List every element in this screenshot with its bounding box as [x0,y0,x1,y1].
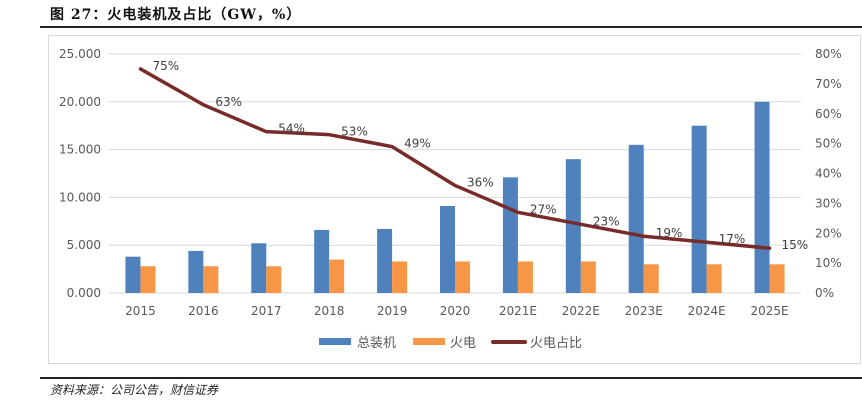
bar-total [251,243,267,293]
legend-swatch-thermal [413,338,445,345]
bar-thermal [392,261,408,293]
right-tick-label: 40% [815,167,842,181]
share-data-label: 15% [782,238,809,252]
figure-title: 图 27：火电装机及占比（GW，%） [50,7,302,23]
right-tick-label: 60% [815,107,842,121]
left-tick-label: 25.000 [59,47,101,61]
right-tick-label: 0% [815,286,834,300]
bar-thermal [517,261,533,293]
right-tick-label: 30% [815,196,842,210]
legend-swatch-total [319,338,351,345]
bar-thermal [455,261,470,293]
right-axis-ticks: 0% 10% 20% 30% 40% 50% 60% 70% 80% [815,47,842,300]
x-tick-label: 2025E [750,304,788,318]
legend-label-share: 火电占比 [530,336,582,351]
right-tick-label: 50% [815,137,842,151]
share-data-label: 63% [215,95,242,109]
x-tick-label: 2016 [188,304,219,318]
left-axis-ticks: 0.000 5.000 10.000 15.000 20.000 25.000 [59,47,101,300]
bar-thermal [203,266,219,293]
x-tick-label: 2024E [688,304,726,318]
bar-total [502,177,518,293]
bar-thermal [643,264,659,293]
share-data-label: 75% [152,59,179,73]
top-rule [40,26,862,28]
chart-frame: 0.000 5.000 10.000 15.000 20.000 25.000 0% 10%… [48,35,861,364]
right-tick-label: 70% [815,77,842,91]
legend: 总装机 火电 火电占比 [319,336,582,351]
bar-total [754,101,770,293]
left-tick-label: 15.000 [59,143,101,157]
x-tick-label: 2023E [625,304,663,318]
x-axis-labels: 2015 2016 2017 2018 2019 2020 2021E 2022E 2023E 2… [125,304,788,318]
combo-chart: 0.000 5.000 10.000 15.000 20.000 25.000 0% 10%… [59,47,842,351]
x-tick-label: 2017 [251,304,282,318]
bar-thermal [266,266,282,293]
bar-thermal [769,264,785,293]
bar-total [377,228,393,293]
left-tick-label: 20.000 [59,95,101,109]
bar-thermal [706,264,722,293]
right-tick-label: 10% [815,256,842,270]
share-data-label: 27% [530,202,557,216]
x-tick-label: 2020 [440,304,471,318]
legend-label-thermal: 火电 [450,336,476,351]
legend-label-total: 总装机 [357,336,396,351]
x-tick-label: 2021E [499,304,537,318]
share-data-label: 49% [404,137,431,151]
bar-thermal [580,261,596,293]
bar-total [125,256,141,293]
share-line: 75% 63% 54% 53% 49% 36% 27% 23% 19% 17% 15% [138,59,809,252]
bottom-rule [40,377,862,379]
share-data-label: 19% [656,226,683,240]
bar-total [628,144,644,293]
bar-total [691,125,707,293]
bar-thermal [329,259,345,293]
source-note: 资料来源：公司公告，财信证券 [50,383,219,397]
bar-total [314,229,330,293]
x-tick-label: 2022E [562,304,600,318]
left-tick-label: 10.000 [59,190,101,204]
right-tick-label: 20% [815,226,842,240]
left-tick-label: 5.000 [67,238,101,252]
gridlines [109,53,801,294]
bar-total [440,206,455,293]
share-data-label: 54% [278,122,305,136]
right-tick-label: 80% [815,47,842,61]
share-data-label: 36% [467,175,494,189]
share-data-label: 17% [719,232,746,246]
share-data-label: 23% [593,214,620,228]
left-tick-label: 0.000 [67,286,101,300]
x-tick-label: 2019 [377,304,408,318]
x-tick-label: 2015 [125,304,156,318]
share-data-label: 53% [341,125,368,139]
x-tick-label: 2018 [314,304,345,318]
bar-thermal [140,266,156,293]
bar-total [565,159,581,293]
bar-total [188,250,204,293]
bars [125,101,785,293]
